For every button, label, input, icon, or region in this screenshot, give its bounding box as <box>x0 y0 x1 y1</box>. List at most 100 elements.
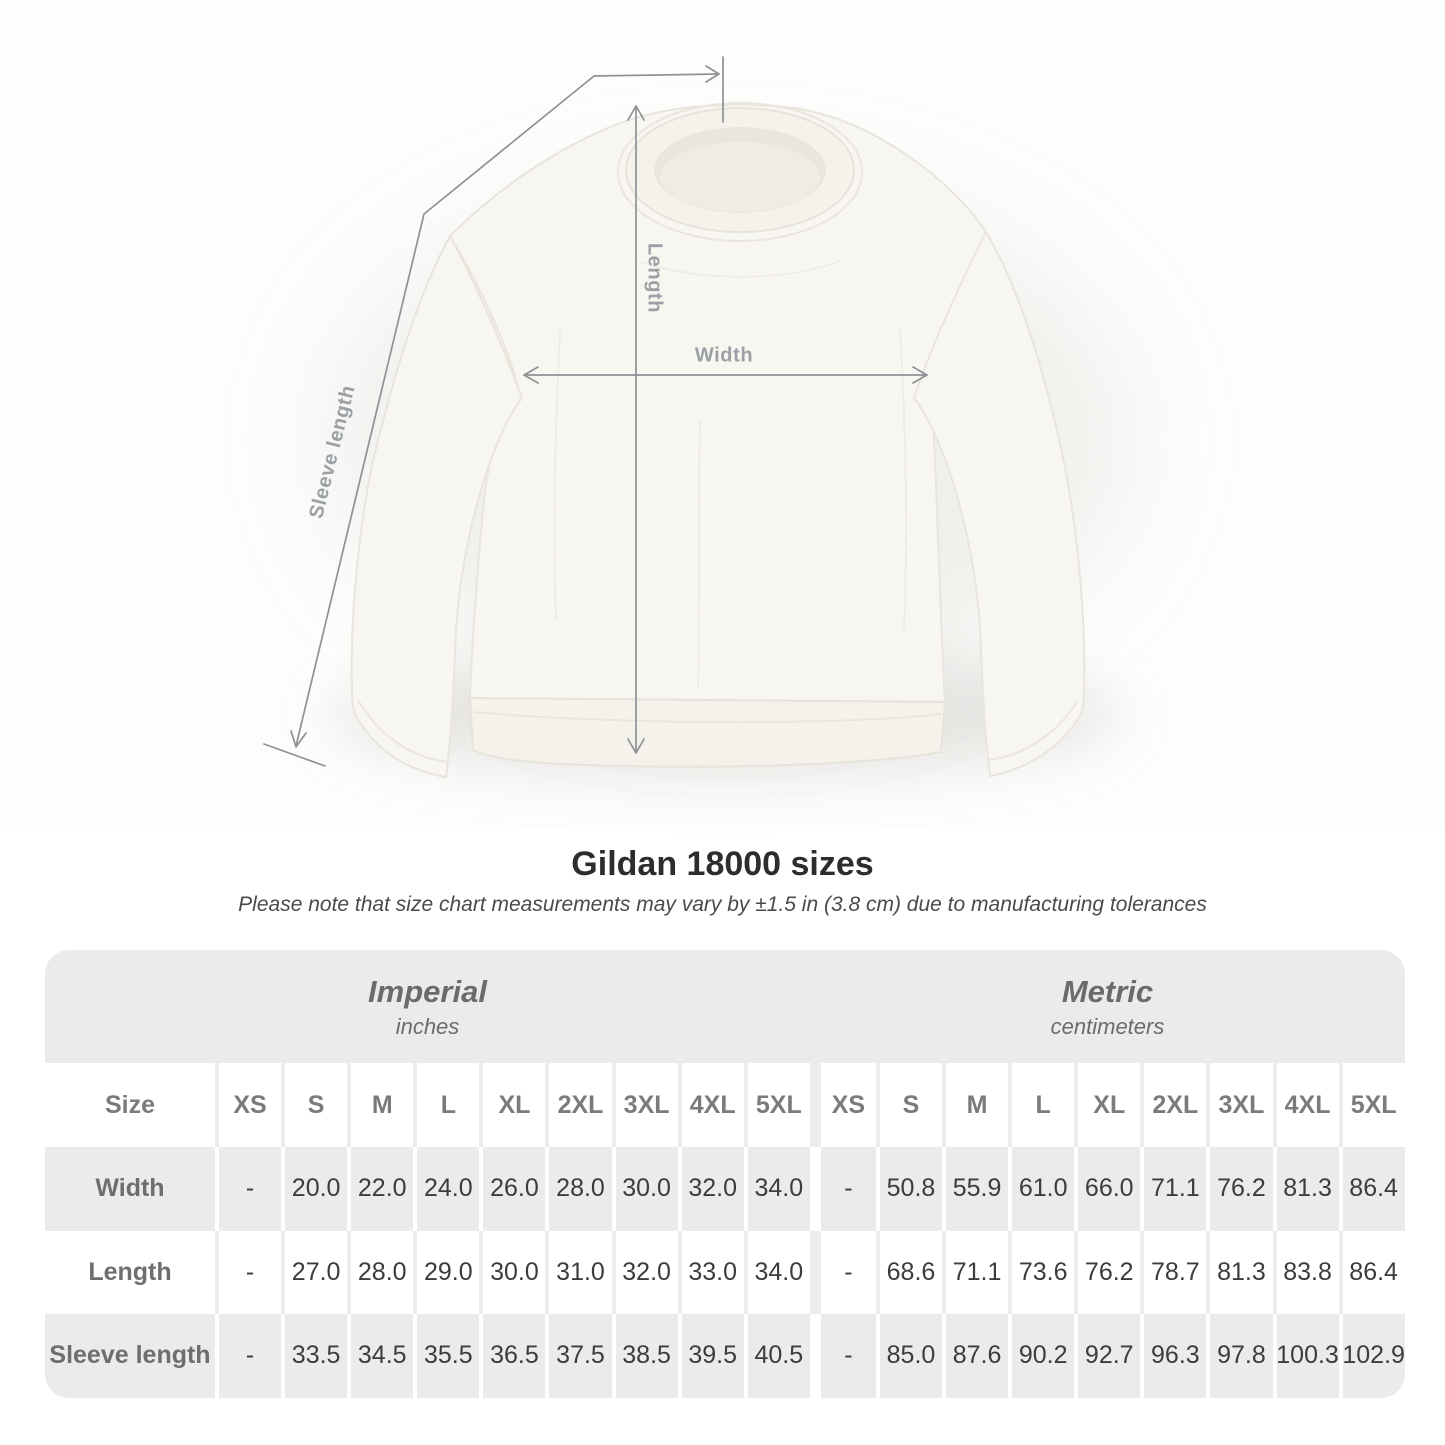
row-label: Length <box>88 1257 172 1286</box>
value-cell: 35.5 <box>413 1314 479 1398</box>
value-cell: 32.0 <box>611 1230 678 1315</box>
value-cell: 66.0 <box>1074 1147 1140 1231</box>
value-cell: 30.0 <box>611 1147 678 1231</box>
value-cell: 61.0 <box>1008 1147 1074 1231</box>
value-cell: 29.0 <box>413 1230 479 1315</box>
left-sleeve <box>350 233 524 779</box>
value-cell: 71.1 <box>942 1230 1008 1315</box>
sweatshirt-waistband <box>468 696 947 768</box>
value-cell: 20.0 <box>281 1147 347 1231</box>
value-cell: 27.0 <box>281 1230 347 1315</box>
value-cell: 73.6 <box>1008 1230 1074 1315</box>
value-cell: 37.5 <box>545 1314 611 1398</box>
value-cell: 83.8 <box>1272 1230 1339 1315</box>
metric-title: Metric <box>1061 973 1154 1009</box>
value-cell: 39.5 <box>677 1314 744 1398</box>
value-cell: - <box>215 1147 281 1231</box>
imperial-section-header: Imperial inches <box>45 950 810 1063</box>
collar-stitch <box>617 102 863 242</box>
value-cell: 100.3 <box>1272 1314 1339 1398</box>
page-title: Gildan 18000 sizes <box>571 845 874 883</box>
size-header: S <box>281 1063 347 1147</box>
value-cell: 97.8 <box>1206 1314 1272 1398</box>
value-cell: 50.8 <box>875 1147 942 1231</box>
value-cell: 36.5 <box>479 1314 545 1398</box>
value-cell: 85.0 <box>875 1314 942 1398</box>
metric-unit: centimeters <box>1050 1013 1165 1039</box>
value-cell: - <box>809 1147 876 1231</box>
value-cell: 28.0 <box>347 1230 413 1315</box>
width-measure-label: Width <box>694 344 754 367</box>
unit-header-band: Imperial inches Metric centimeters <box>45 950 1405 1063</box>
fabric-creases <box>553 259 908 689</box>
size-header: S <box>875 1063 942 1147</box>
size-header: 3XL <box>611 1063 678 1147</box>
imperial-title: Imperial <box>368 973 487 1009</box>
table-row-width: Width - 20.0 22.0 24.0 26.0 28.0 30.0 32… <box>45 1147 1405 1231</box>
table-row-length: Length - 27.0 28.0 29.0 30.0 31.0 32.0 3… <box>45 1230 1405 1315</box>
value-cell: - <box>809 1314 876 1398</box>
value-cell: 38.5 <box>611 1314 678 1398</box>
value-cell: 87.6 <box>942 1314 1008 1398</box>
value-cell: 76.2 <box>1074 1230 1140 1315</box>
value-cell: 81.3 <box>1272 1147 1339 1231</box>
right-cuff-seam <box>987 699 1079 761</box>
tolerance-note: Please note that size chart measurements… <box>238 893 1207 916</box>
size-header: L <box>413 1063 479 1147</box>
sleeve-length-end-cap <box>263 743 326 767</box>
size-header: XS <box>809 1063 876 1147</box>
value-cell: 30.0 <box>479 1230 545 1315</box>
value-cell: 24.0 <box>413 1147 479 1231</box>
size-header-row: Size XS S M L XL 2XL 3XL 4XL 5XL XS S M … <box>45 1063 1405 1147</box>
value-cell: 90.2 <box>1008 1314 1074 1398</box>
size-header: 3XL <box>1206 1063 1272 1147</box>
left-cuff-seam <box>357 699 449 763</box>
size-header: 2XL <box>545 1063 611 1147</box>
size-header: 5XL <box>743 1063 810 1147</box>
collar <box>617 102 863 242</box>
table-row-sleeve-length: Sleeve length - 33.5 34.5 35.5 36.5 37.5… <box>45 1314 1405 1398</box>
value-cell: 34.0 <box>743 1230 810 1315</box>
value-cell: 71.1 <box>1140 1147 1206 1231</box>
size-header: XL <box>479 1063 545 1147</box>
size-header: L <box>1008 1063 1074 1147</box>
value-cell: 68.6 <box>875 1230 942 1315</box>
size-header: 4XL <box>1272 1063 1339 1147</box>
width-left-arrowhead <box>523 366 539 384</box>
size-header: 4XL <box>677 1063 744 1147</box>
value-cell: 33.5 <box>281 1314 347 1398</box>
value-cell: 86.4 <box>1338 1147 1405 1231</box>
value-cell: 26.0 <box>479 1147 545 1231</box>
value-cell: - <box>215 1314 281 1398</box>
length-measure-label: Length <box>643 242 666 314</box>
value-cell: 22.0 <box>347 1147 413 1231</box>
value-cell: 28.0 <box>545 1147 611 1231</box>
size-table: Imperial inches Metric centimeters Size … <box>45 950 1405 1398</box>
value-cell: 86.4 <box>1338 1230 1405 1315</box>
value-cell: 40.5 <box>743 1314 810 1398</box>
length-top-arrowhead <box>627 105 645 121</box>
size-header: 2XL <box>1140 1063 1206 1147</box>
size-header: XS <box>215 1063 281 1147</box>
right-sleeve <box>912 229 1086 778</box>
value-cell: 81.3 <box>1206 1230 1272 1315</box>
value-cell: 34.5 <box>347 1314 413 1398</box>
size-header: M <box>347 1063 413 1147</box>
collar-inner-front <box>660 142 820 212</box>
value-cell: 96.3 <box>1140 1314 1206 1398</box>
value-cell: 55.9 <box>942 1147 1008 1231</box>
sleeve-length-line <box>295 75 595 747</box>
value-cell: 34.0 <box>743 1147 810 1231</box>
size-header: M <box>942 1063 1008 1147</box>
sleeve-length-cuff-arrowhead <box>290 730 307 748</box>
length-bottom-arrowhead <box>627 738 645 754</box>
sleeve-length-right-arrowhead <box>705 65 720 83</box>
metric-section-header: Metric centimeters <box>810 950 1405 1063</box>
size-column-header: Size <box>104 1090 156 1119</box>
waistband-seam <box>473 711 942 724</box>
value-cell: 33.0 <box>677 1230 744 1315</box>
value-cell: - <box>215 1230 281 1315</box>
value-cell: 102.9 <box>1338 1314 1405 1398</box>
size-header: 5XL <box>1338 1063 1405 1147</box>
